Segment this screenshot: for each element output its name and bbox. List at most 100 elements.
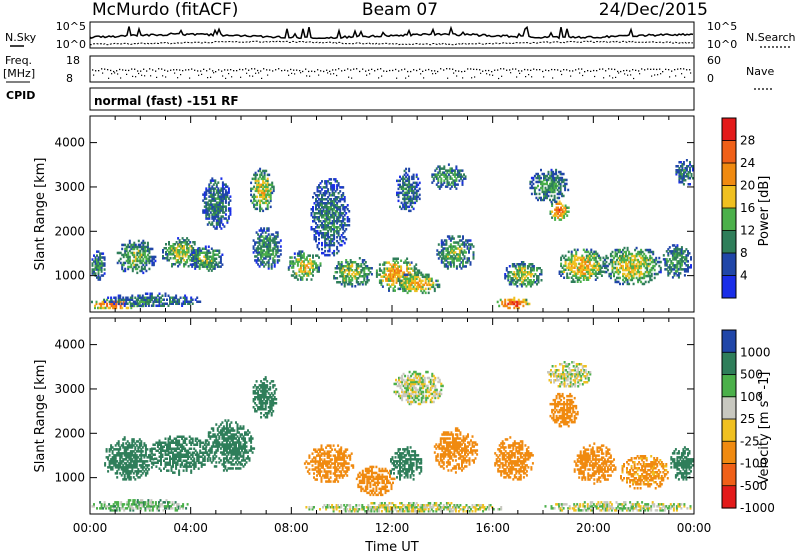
heatmap-cell <box>161 294 164 297</box>
heatmap-cell <box>560 258 563 262</box>
heatmap-cell <box>513 263 516 266</box>
heatmap-cell <box>123 462 126 465</box>
heatmap-cell <box>310 214 313 217</box>
heatmap-cell <box>100 268 103 271</box>
heatmap-cell <box>262 187 265 191</box>
heatmap-cell <box>195 255 198 258</box>
heatmap-cell <box>446 265 449 268</box>
heatmap-cell <box>513 298 516 302</box>
heatmap-cell <box>117 468 120 471</box>
heatmap-cell <box>206 261 209 264</box>
heatmap-cell <box>316 186 319 189</box>
heatmap-cell <box>140 444 143 447</box>
heatmap-cell <box>210 255 213 258</box>
heatmap-cell <box>302 274 305 277</box>
heatmap-cell <box>91 270 94 273</box>
heatmap-cell <box>460 251 463 254</box>
heatmap-cell <box>511 281 514 284</box>
heatmap-cell <box>186 253 189 256</box>
heatmap-cell <box>436 253 439 256</box>
heatmap-cell <box>184 296 187 299</box>
heatmap-cell <box>139 261 142 265</box>
heatmap-cell <box>215 185 218 188</box>
heatmap-cell <box>625 264 627 268</box>
nave-point <box>294 73 296 75</box>
heatmap-cell <box>322 186 325 189</box>
colorbar-segment <box>722 185 736 209</box>
heatmap-cell <box>218 221 221 224</box>
heatmap-cell <box>535 172 538 176</box>
heatmap-cell <box>118 259 121 263</box>
nave-point <box>201 73 203 75</box>
heatmap-cell <box>417 287 420 291</box>
heatmap-cell <box>406 205 409 209</box>
heatmap-cell <box>214 205 217 208</box>
heatmap-cell <box>261 245 264 248</box>
heatmap-cell <box>555 182 558 186</box>
heatmap-cell <box>163 257 166 260</box>
heatmap-cell <box>340 224 343 227</box>
heatmap-cell <box>114 472 117 475</box>
heatmap-cell <box>211 179 214 182</box>
power-panel-frame <box>89 115 695 313</box>
heatmap-cell <box>212 205 215 208</box>
heatmap-cell <box>408 167 411 171</box>
heatmap-cell <box>133 247 136 251</box>
heatmap-cell <box>218 223 221 226</box>
heatmap-cell <box>626 256 629 260</box>
heatmap-cell <box>212 265 215 268</box>
heatmap-cell <box>256 185 259 189</box>
heatmap-cell <box>511 265 514 268</box>
heatmap-cell <box>403 177 406 181</box>
heatmap-cell <box>177 243 180 246</box>
heatmap-cell <box>176 300 179 303</box>
freq-point <box>455 70 457 72</box>
heatmap-cell <box>399 205 401 209</box>
heatmap-cell <box>261 259 264 262</box>
heatmap-cell <box>119 462 122 465</box>
heatmap-cell <box>394 285 396 288</box>
heatmap-cell <box>196 296 199 299</box>
heatmap-cell <box>264 257 267 260</box>
heatmap-cell <box>183 263 186 266</box>
heatmap-cell <box>355 279 358 282</box>
heatmap-cell <box>641 282 644 286</box>
heatmap-cell <box>689 167 691 170</box>
heatmap-cell <box>674 272 677 275</box>
heatmap-cell <box>626 280 629 284</box>
heatmap-cell <box>444 175 447 178</box>
heatmap-cell <box>585 256 588 260</box>
heatmap-cell <box>646 256 649 260</box>
heatmap-cell <box>623 254 626 258</box>
heatmap-cell <box>573 270 576 273</box>
heatmap-cell <box>330 234 333 237</box>
heatmap-cell <box>210 265 213 268</box>
heatmap-cell <box>144 296 147 299</box>
heatmap-cell <box>593 262 596 266</box>
heatmap-cell <box>330 198 333 201</box>
freq-point <box>257 69 259 72</box>
heatmap-cell <box>342 192 345 195</box>
heatmap-cell <box>343 200 346 203</box>
heatmap-cell <box>446 183 449 186</box>
heatmap-cell <box>412 279 415 283</box>
heatmap-cell <box>644 274 647 278</box>
heatmap-cell <box>570 280 573 283</box>
heatmap-cell <box>679 171 682 174</box>
heatmap-cell <box>268 201 271 205</box>
heatmap-cell <box>133 263 136 267</box>
heatmap-cell <box>110 296 113 299</box>
heatmap-cell <box>682 161 685 164</box>
heatmap-cell <box>569 266 572 269</box>
heatmap-cell <box>462 237 464 240</box>
heatmap-cell <box>409 199 412 203</box>
nave-point <box>435 72 437 75</box>
heatmap-cell <box>659 266 662 270</box>
heatmap-cell <box>622 248 624 252</box>
heatmap-cell <box>152 461 155 464</box>
heatmap-cell <box>441 173 444 176</box>
heatmap-cell <box>349 261 352 264</box>
heatmap-cell <box>134 478 137 481</box>
heatmap-cell <box>392 281 395 284</box>
heatmap-cell <box>263 245 266 248</box>
